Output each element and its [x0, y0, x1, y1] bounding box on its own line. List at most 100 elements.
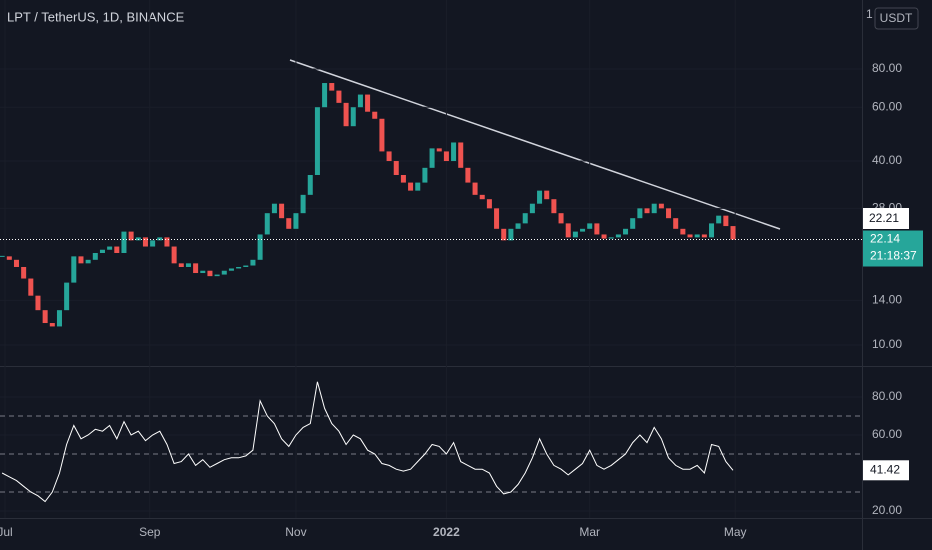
candle-body — [644, 208, 650, 214]
candle-body — [709, 223, 715, 238]
candle-body — [601, 234, 607, 239]
candle-body — [429, 148, 435, 168]
candle-body — [257, 234, 263, 260]
candle-body — [56, 310, 62, 327]
candle-body — [701, 234, 707, 238]
candle-body — [379, 118, 385, 152]
candle-body — [85, 259, 91, 264]
candle-body — [694, 234, 700, 238]
candle-body — [28, 278, 34, 296]
candle-body — [200, 270, 206, 274]
plot: Jul Sep Nov 2022 Mar May80.0060.0040.0028.001… — [0, 61, 903, 540]
candle-body — [637, 208, 643, 219]
candle-body — [228, 268, 234, 271]
candle-body — [142, 237, 148, 247]
x-tick-label: May — [724, 525, 747, 539]
candle-body — [372, 111, 378, 119]
candle-body — [336, 90, 342, 103]
x-tick-label: Nov — [285, 525, 306, 539]
candle-body — [121, 231, 127, 254]
last-price-box — [863, 230, 923, 267]
candle-body — [128, 231, 134, 241]
y-tick-label: 10.00 — [872, 337, 902, 351]
candle-body — [300, 194, 306, 214]
candle-body — [135, 237, 141, 241]
candle-body — [393, 161, 399, 176]
candle-body — [71, 256, 77, 283]
candle-body — [501, 228, 507, 241]
x-tick-label: Mar — [579, 525, 600, 539]
y-tick-label: 40.00 — [872, 153, 902, 167]
candle-body — [107, 246, 113, 250]
candle-body — [608, 237, 614, 239]
candle-body — [408, 182, 414, 191]
candle-body — [451, 142, 457, 162]
trendline-label: 22.21 — [869, 211, 899, 225]
candle-body — [651, 203, 657, 214]
candle-body — [350, 107, 356, 127]
candle-body — [0, 255, 5, 257]
candle-body — [207, 270, 213, 277]
candle-body — [150, 240, 156, 247]
candle-body — [558, 213, 564, 224]
candle-body — [537, 190, 543, 204]
candle-body — [723, 215, 729, 227]
rsi-last-label: 41.42 — [870, 462, 900, 476]
candle-body — [49, 323, 55, 327]
candle-body — [529, 203, 535, 214]
candle-body — [730, 226, 736, 240]
candle-body — [472, 182, 478, 195]
candle-body — [314, 107, 320, 176]
candle-body — [322, 83, 328, 108]
candle-body — [436, 148, 442, 152]
candle-body — [35, 295, 41, 311]
candle-body — [565, 223, 571, 238]
candle-body — [329, 83, 335, 91]
candle-body — [99, 249, 105, 254]
candle-body — [522, 213, 528, 224]
rsi-tick-label: 60.00 — [872, 427, 902, 441]
candle-body — [286, 218, 292, 229]
candle-body — [515, 223, 521, 229]
last-price-label: 22.14 — [870, 232, 900, 246]
candle-body — [572, 231, 578, 238]
x-tick-label: Jul — [0, 525, 13, 539]
candle-body — [193, 263, 199, 274]
candle-body — [164, 237, 170, 247]
candle-body — [13, 259, 19, 267]
x-tick-label: 2022 — [433, 525, 460, 539]
currency-label[interactable]: USDT — [880, 11, 913, 25]
candle-body — [508, 228, 514, 241]
candle-body — [443, 151, 449, 162]
candle-body — [630, 218, 636, 229]
candle-body — [544, 190, 550, 200]
candle-body — [271, 203, 277, 214]
candle-body — [21, 266, 27, 279]
candle-body — [673, 218, 679, 229]
trendline-label-box — [863, 208, 909, 229]
candle-body — [465, 167, 471, 183]
x-tick-label: Sep — [139, 525, 161, 539]
candle-body — [357, 94, 363, 108]
candle-body — [307, 175, 313, 195]
trendline — [289, 59, 781, 230]
candle-body — [479, 194, 485, 200]
candle-body — [243, 265, 249, 267]
candle-body — [214, 274, 220, 277]
currency-button[interactable] — [874, 7, 919, 30]
candle-body — [6, 256, 12, 260]
candle-body — [92, 253, 98, 260]
y-tick-label: 60.00 — [872, 99, 902, 113]
candle-body — [623, 228, 629, 235]
candle-body — [400, 175, 406, 183]
candle-body — [422, 167, 428, 183]
candle-body — [178, 263, 184, 267]
y-tick-label: 14.00 — [872, 293, 902, 307]
candle-body — [458, 142, 464, 168]
candle-body — [580, 228, 586, 232]
candle-body — [680, 228, 686, 235]
candle-body — [114, 246, 120, 254]
candle-body — [343, 102, 349, 127]
candle-body — [716, 215, 722, 224]
